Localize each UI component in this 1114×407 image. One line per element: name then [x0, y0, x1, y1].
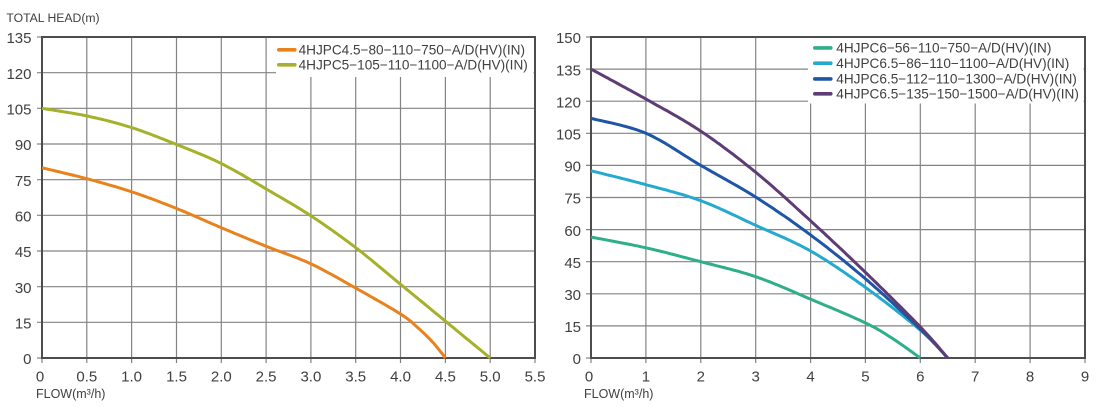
svg-text:105: 105: [556, 127, 581, 144]
svg-text:2: 2: [697, 369, 705, 386]
svg-text:4.5: 4.5: [435, 369, 456, 386]
svg-text:8: 8: [1026, 369, 1034, 386]
svg-text:2.0: 2.0: [211, 369, 232, 386]
svg-text:3.0: 3.0: [300, 369, 321, 386]
svg-text:4HJPC6.5−86−110−1100−A/D(HV)(I: 4HJPC6.5−86−110−1100−A/D(HV)(IN): [836, 56, 1069, 71]
svg-text:0: 0: [585, 369, 593, 386]
svg-text:75: 75: [15, 173, 32, 190]
svg-text:4HJPC6−56−110−750−A/D(HV)(IN): 4HJPC6−56−110−750−A/D(HV)(IN): [836, 41, 1051, 56]
svg-text:5.0: 5.0: [480, 369, 501, 386]
svg-text:90: 90: [15, 137, 32, 154]
svg-text:4: 4: [806, 369, 814, 386]
svg-text:4HJPC6.5−112−110−1300−A/D(HV)(: 4HJPC6.5−112−110−1300−A/D(HV)(IN): [836, 72, 1077, 87]
svg-text:4HJPC4.5−80−110−750−A/D(HV)(IN: 4HJPC4.5−80−110−750−A/D(HV)(IN): [299, 43, 525, 58]
svg-text:3.5: 3.5: [345, 369, 366, 386]
svg-text:90: 90: [564, 159, 581, 176]
svg-text:4.0: 4.0: [390, 369, 411, 386]
svg-text:120: 120: [556, 94, 581, 111]
svg-text:15: 15: [564, 319, 581, 336]
svg-text:4HJPC6.5−135−150−1500−A/D(HV)(: 4HJPC6.5−135−150−1500−A/D(HV)(IN): [836, 87, 1079, 102]
svg-text:105: 105: [6, 102, 31, 119]
svg-text:FLOW(m³/h): FLOW(m³/h): [584, 387, 653, 401]
svg-text:6: 6: [916, 369, 924, 386]
svg-text:9: 9: [1081, 369, 1089, 386]
svg-text:75: 75: [564, 191, 581, 208]
svg-text:150: 150: [556, 30, 581, 47]
svg-text:0.5: 0.5: [76, 369, 97, 386]
svg-text:120: 120: [6, 66, 31, 83]
svg-text:5.5: 5.5: [525, 369, 546, 386]
svg-text:7: 7: [971, 369, 979, 386]
svg-text:45: 45: [564, 255, 581, 272]
svg-text:3: 3: [752, 369, 760, 386]
svg-text:0: 0: [573, 351, 581, 368]
svg-text:4HJPC5−105−110−1100−A/D(HV)(IN: 4HJPC5−105−110−1100−A/D(HV)(IN): [299, 58, 528, 73]
svg-text:0: 0: [36, 369, 44, 386]
svg-text:1: 1: [642, 369, 650, 386]
svg-text:135: 135: [556, 62, 581, 79]
svg-text:2.5: 2.5: [256, 369, 277, 386]
svg-text:135: 135: [6, 30, 31, 47]
svg-text:5: 5: [861, 369, 869, 386]
svg-text:15: 15: [15, 316, 32, 333]
svg-text:0: 0: [23, 351, 31, 368]
svg-text:30: 30: [15, 280, 32, 297]
svg-text:60: 60: [564, 223, 581, 240]
svg-text:30: 30: [564, 287, 581, 304]
svg-text:FLOW(m³/h): FLOW(m³/h): [36, 387, 105, 401]
svg-text:60: 60: [15, 209, 32, 226]
svg-text:TOTAL HEAD(m): TOTAL HEAD(m): [6, 11, 99, 25]
svg-text:1.5: 1.5: [166, 369, 187, 386]
svg-text:45: 45: [15, 244, 32, 261]
svg-text:1.0: 1.0: [121, 369, 142, 386]
